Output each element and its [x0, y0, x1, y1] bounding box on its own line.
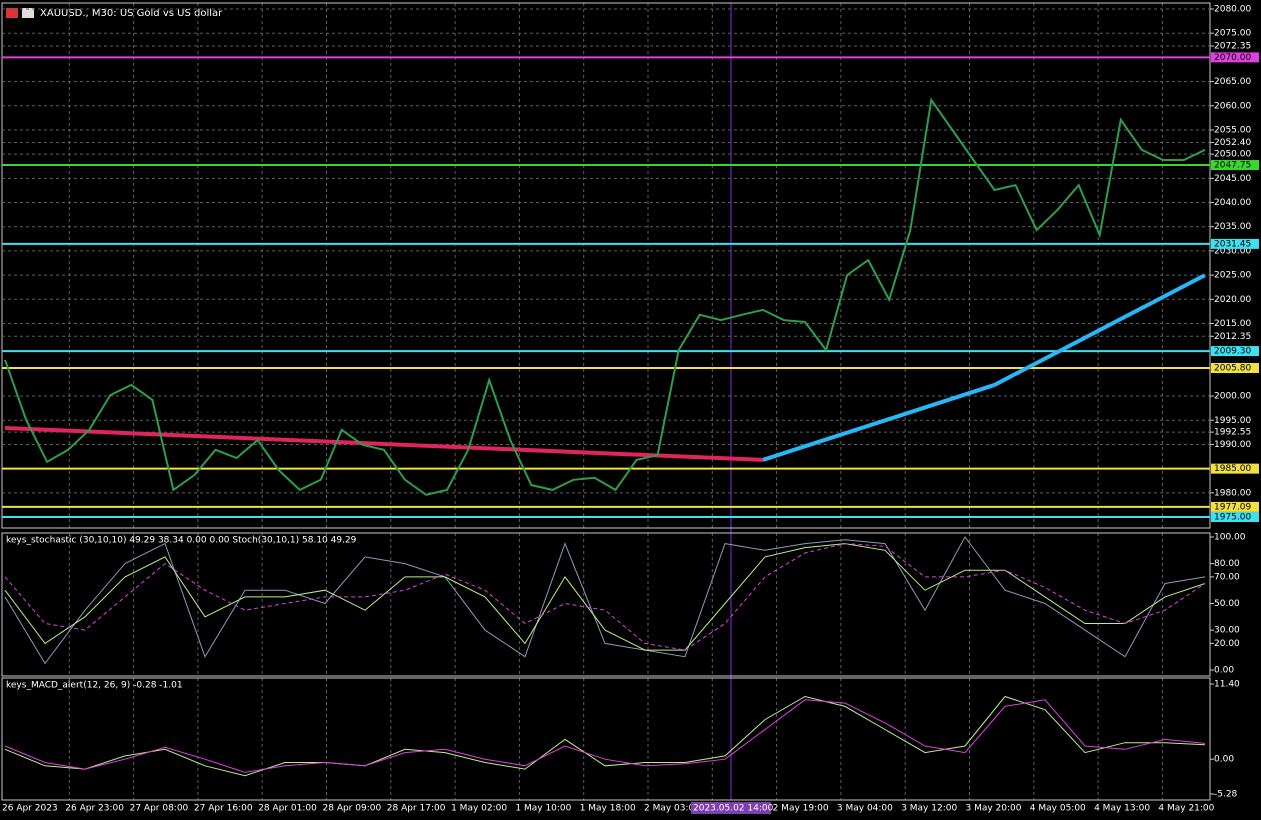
series-line: [4, 97, 1206, 496]
time-label: 26 Apr 23:00: [65, 804, 124, 814]
y-tick-label: 2000.00: [1214, 392, 1251, 402]
time-label: 3 May 12:00: [901, 804, 957, 814]
moving-average: [993, 273, 1206, 387]
level-label-bg: [1211, 362, 1259, 373]
level-label: 2047.75: [1214, 161, 1251, 171]
series-line: [4, 695, 1206, 777]
y-tick-label: 2012.35: [1214, 332, 1251, 342]
time-label: 2 May 19:00: [773, 804, 829, 814]
y-tick-label: 100.00: [1214, 532, 1246, 542]
series-line: [4, 543, 1206, 651]
moving-average: [4, 425, 763, 462]
panel-frame: [1, 677, 1211, 801]
y-tick-label: 11.40: [1214, 680, 1240, 690]
time-label: 28 Apr 17:00: [387, 804, 446, 814]
crosshair-label: 2023.05.02 14:00: [693, 804, 774, 814]
y-tick-label: 2025.00: [1214, 271, 1251, 281]
panel-frame: [1, 2, 1211, 529]
y-tick-label: 0.00: [1214, 666, 1234, 676]
indicator-title: keys_MACD_alert(12, 26, 9) -0.28 -1.01: [6, 681, 183, 691]
y-tick-label: 1995.00: [1214, 416, 1251, 426]
level-label: 1985.00: [1214, 464, 1251, 474]
series-line: [4, 536, 1206, 665]
level-label-bg: [1211, 501, 1259, 512]
flag-icon: [22, 8, 34, 18]
y-tick-label: 30.00: [1214, 626, 1240, 636]
time-label: 28 Apr 01:00: [258, 804, 317, 814]
time-label: 28 Apr 09:00: [323, 804, 382, 814]
level-label: 2005.80: [1214, 363, 1251, 373]
flag-icon: [6, 8, 18, 18]
time-label: 26 Apr 2023: [2, 804, 58, 814]
level-label-bg: [1211, 52, 1259, 63]
y-tick-label: 80.00: [1214, 559, 1240, 569]
time-label: 3 May 20:00: [966, 804, 1022, 814]
level-label: 2009.30: [1214, 347, 1251, 357]
y-tick-label: 1980.00: [1214, 488, 1251, 498]
y-tick-label: 20.00: [1214, 639, 1240, 649]
y-tick-label: 2045.00: [1214, 174, 1251, 184]
time-label: 4 May 13:00: [1094, 804, 1150, 814]
level-label-bg: [1211, 160, 1259, 171]
y-tick-label: 1990.00: [1214, 440, 1251, 450]
time-label: 3 May 04:00: [837, 804, 893, 814]
y-tick-label: 2035.00: [1214, 222, 1251, 232]
y-tick-label: 50.00: [1214, 599, 1240, 609]
level-label-bg: [1211, 238, 1259, 249]
time-label: 1 May 18:00: [580, 804, 636, 814]
y-tick-label: 2080.00: [1214, 4, 1251, 14]
time-label: 27 Apr 16:00: [194, 804, 253, 814]
y-tick-label: 2065.00: [1214, 77, 1251, 87]
crosshair-label-bg: [691, 802, 771, 814]
y-tick-label: 2075.00: [1214, 29, 1251, 39]
y-tick-label: 2040.00: [1214, 198, 1251, 208]
y-tick-label: 2015.00: [1214, 319, 1251, 329]
panel-frame: [1, 532, 1211, 677]
level-label-bg: [1211, 512, 1259, 523]
moving-average: [762, 383, 996, 462]
y-tick-label: 2050.00: [1214, 150, 1251, 160]
level-label: 1975.00: [1214, 513, 1251, 523]
y-tick-label: 70.00: [1214, 572, 1240, 582]
time-label: 27 Apr 08:00: [130, 804, 189, 814]
time-label: 1 May 02:00: [451, 804, 507, 814]
time-label: 1 May 10:00: [515, 804, 571, 814]
y-tick-label: -5.28: [1214, 789, 1238, 799]
y-tick-label: 2055.00: [1214, 125, 1251, 135]
time-label: 4 May 21:00: [1158, 804, 1214, 814]
level-label: 1977.09: [1214, 502, 1251, 512]
y-tick-label: 2060.00: [1214, 101, 1251, 111]
y-tick-label: 2052.40: [1214, 138, 1251, 148]
y-tick-label: 2020.00: [1214, 295, 1251, 305]
y-tick-label: 1992.55: [1214, 428, 1251, 438]
time-label: 2 May 03:00: [644, 804, 700, 814]
level-label-bg: [1211, 463, 1259, 474]
y-tick-label: 2072.35: [1214, 42, 1251, 52]
indicator-title: keys_stochastic (30,10,10) 49.29 38.34 0…: [6, 536, 357, 546]
level-label: 2070.00: [1214, 53, 1251, 63]
y-tick-label: 0.00: [1214, 755, 1234, 765]
series-line: [4, 699, 1206, 773]
chart-title: XAUUSD., M30: US Gold vs US dollar: [40, 8, 223, 19]
level-label-bg: [1211, 346, 1259, 357]
level-label: 2031.45: [1214, 239, 1251, 249]
y-tick-label: 2030.00: [1214, 246, 1251, 256]
time-label: 4 May 05:00: [1030, 804, 1086, 814]
